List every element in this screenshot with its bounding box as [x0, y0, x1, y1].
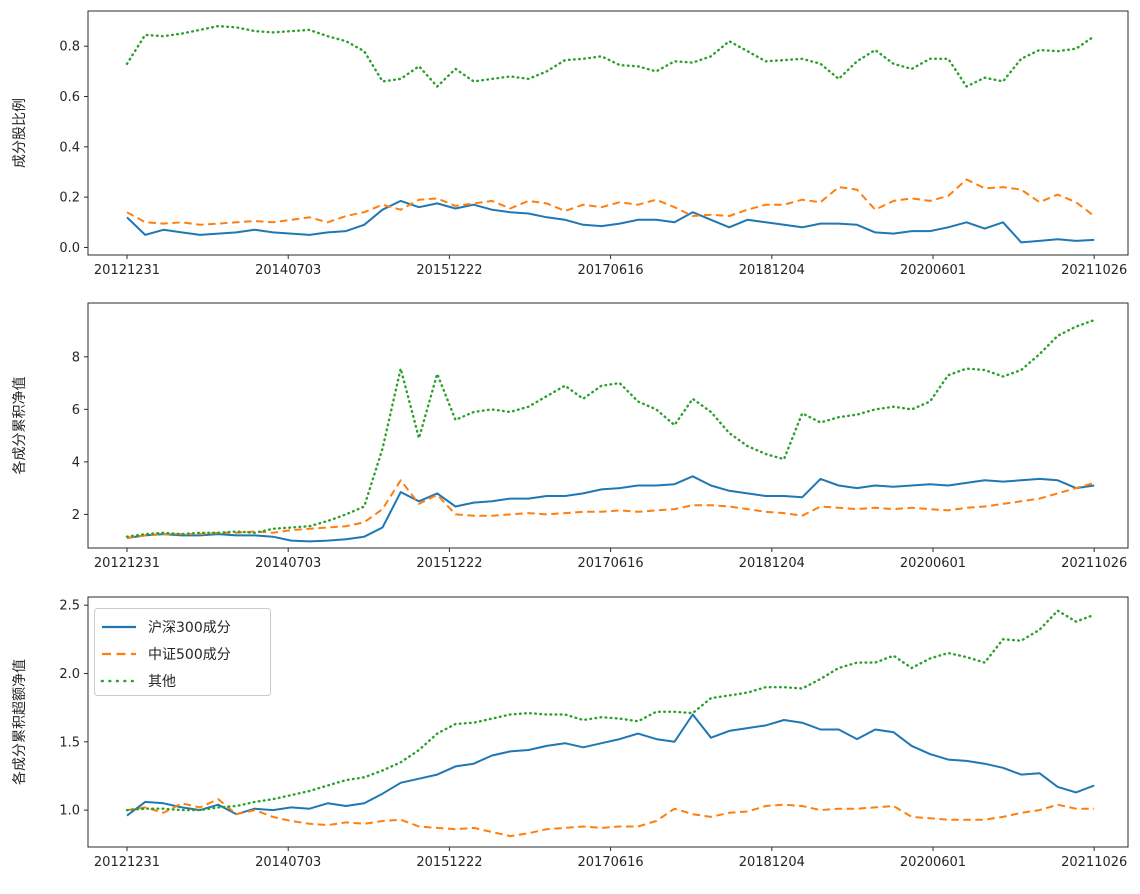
x-tick-label: 20140703: [255, 855, 321, 870]
y-tick-label: 8: [72, 350, 80, 365]
x-tick-label: 20151222: [416, 556, 482, 571]
subplot-3: 1.0 1.5 2.0 2.5 20121231 20140703 20151222 2017…: [12, 596, 1129, 870]
x-tick-label: 20200601: [900, 556, 966, 571]
x-tick-label: 20200601: [900, 263, 966, 278]
subplot-frame: [87, 596, 1129, 848]
x-tick-label: 20211026: [1061, 556, 1127, 571]
x-tick-label: 20140703: [255, 556, 321, 571]
series-line-hs300: [126, 713, 1095, 817]
y-axis-label: 各成分累积超额净值: [12, 659, 28, 785]
x-tick-label: 20170616: [578, 855, 644, 870]
x-tick-label: 20121231: [94, 855, 160, 870]
y-tick-label: 0.0: [59, 241, 80, 256]
x-tick-label: 20181204: [739, 556, 805, 571]
series-line-other: [125, 318, 1096, 538]
x-tick-label: 20211026: [1061, 263, 1127, 278]
x-tick-label: 20170616: [578, 556, 644, 571]
series-line-hs300: [126, 475, 1095, 543]
x-tick-label: 20121231: [94, 263, 160, 278]
y-tick-label: 0.6: [59, 90, 80, 105]
subplot-frame: [87, 302, 1129, 549]
y-tick-label: 0.8: [59, 40, 80, 55]
y-tick-label: 1.0: [59, 804, 80, 819]
x-tick-label: 20151222: [416, 263, 482, 278]
x-tick-label: 20170616: [578, 263, 644, 278]
legend-box: [94, 608, 271, 696]
y-tick-label: 0.2: [59, 191, 80, 206]
series-line-other: [125, 24, 1096, 88]
y-tick-label: 1.5: [59, 735, 80, 750]
series-line-zz500: [126, 798, 1095, 838]
y-tick-label: 2.5: [59, 599, 80, 614]
x-tick-label: 20121231: [94, 556, 160, 571]
y-tick-label: 0.4: [59, 140, 80, 155]
series-line-zz500: [126, 479, 1095, 539]
x-tick-label: 20151222: [416, 855, 482, 870]
x-tick-label: 20200601: [900, 855, 966, 870]
x-tick-label: 20181204: [739, 855, 805, 870]
subplot-2: 2 4 6 8 20121231 20140703 20151222 20170616 2018…: [12, 302, 1129, 571]
legend-label-zz500: 中证500成分: [148, 647, 231, 663]
y-tick-label: 2.0: [59, 667, 80, 682]
y-tick-label: 2: [72, 508, 80, 523]
subplot-1: 0.0 0.2 0.4 0.6 0.8 20121231 20140703 20151222 2…: [12, 10, 1129, 278]
legend-label-other: 其他: [148, 674, 176, 690]
y-axis-label: 成分股比例: [12, 98, 28, 168]
x-tick-label: 20211026: [1061, 855, 1127, 870]
y-axis-label: 各成分累积净值: [12, 377, 28, 475]
legend-label-hs300: 沪深300成分: [148, 620, 231, 636]
x-tick-label: 20181204: [739, 263, 805, 278]
series-line-other: [125, 609, 1096, 812]
y-tick-label: 6: [72, 403, 80, 418]
y-tick-label: 4: [72, 455, 80, 470]
series-line-hs300: [126, 199, 1095, 244]
x-tick-label: 20140703: [255, 263, 321, 278]
subplot-frame: [87, 10, 1129, 256]
